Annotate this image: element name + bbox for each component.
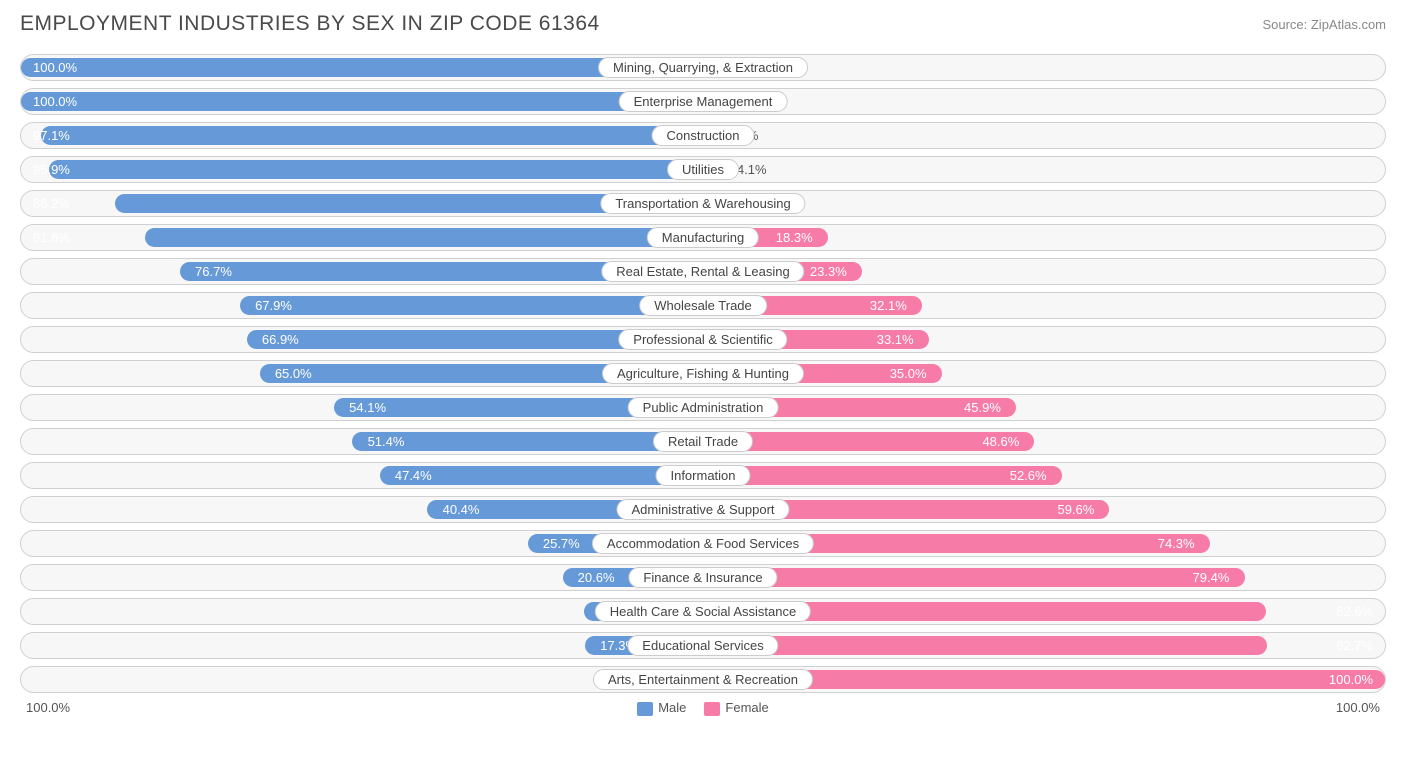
chart-row: 100.0%0.0%Enterprise Management [20, 88, 1386, 115]
category-label: Retail Trade [653, 431, 753, 452]
male-value: 100.0% [33, 89, 77, 114]
male-bar [21, 92, 703, 111]
chart-row: 40.4% 59.6% Administrative & Support [20, 496, 1386, 523]
category-label: Information [655, 465, 750, 486]
female-bar [703, 636, 1267, 655]
chart-source: Source: ZipAtlas.com [1262, 17, 1386, 32]
chart-row: 54.1% 45.9% Public Administration [20, 394, 1386, 421]
male-swatch-icon [637, 702, 653, 716]
category-label: Wholesale Trade [639, 295, 767, 316]
axis-left-label: 100.0% [26, 700, 70, 715]
axis-right-label: 100.0% [1336, 700, 1380, 715]
chart-row: 65.0% 35.0% Agriculture, Fishing & Hunting [20, 360, 1386, 387]
diverging-bar-chart: 100.0%0.0%Mining, Quarrying, & Extractio… [20, 54, 1386, 693]
chart-row: 81.8% 18.3% Manufacturing [20, 224, 1386, 251]
female-value: 59.6% [1057, 497, 1094, 522]
male-value: 25.7% [543, 531, 580, 556]
female-value: 48.6% [982, 429, 1019, 454]
male-value: 76.7% [195, 259, 232, 284]
male-value: 54.1% [349, 395, 386, 420]
category-label: Public Administration [628, 397, 779, 418]
category-label: Arts, Entertainment & Recreation [593, 669, 813, 690]
male-value: 97.1% [33, 123, 70, 148]
male-bar [240, 296, 703, 315]
male-value: 65.0% [275, 361, 312, 386]
chart-row: 25.7% 74.3% Accommodation & Food Services [20, 530, 1386, 557]
category-label: Real Estate, Rental & Leasing [601, 261, 804, 282]
male-value: 100.0% [33, 55, 77, 80]
male-value: 40.4% [443, 497, 480, 522]
category-label: Enterprise Management [619, 91, 788, 112]
legend-item-female: Female [704, 700, 768, 716]
category-label: Utilities [667, 159, 739, 180]
chart-title: EMPLOYMENT INDUSTRIES BY SEX IN ZIP CODE… [20, 12, 600, 36]
female-value: 23.3% [810, 259, 847, 284]
chart-row: 51.4% 48.6% Retail Trade [20, 428, 1386, 455]
male-bar [145, 228, 703, 247]
chart-row: 66.9% 33.1% Professional & Scientific [20, 326, 1386, 353]
category-label: Transportation & Warehousing [600, 193, 805, 214]
male-bar [49, 160, 703, 179]
female-value: 33.1% [877, 327, 914, 352]
category-label: Administrative & Support [616, 499, 789, 520]
female-value: 52.6% [1010, 463, 1047, 488]
chart-row: 17.3%82.7%Educational Services [20, 632, 1386, 659]
chart-header: EMPLOYMENT INDUSTRIES BY SEX IN ZIP CODE… [20, 12, 1386, 36]
chart-row: 100.0%0.0%Mining, Quarrying, & Extractio… [20, 54, 1386, 81]
category-label: Professional & Scientific [618, 329, 787, 350]
female-value: 32.1% [870, 293, 907, 318]
female-value: 4.1% [737, 157, 767, 182]
chart-row: 76.7% 23.3% Real Estate, Rental & Leasing [20, 258, 1386, 285]
chart-row: 20.6% 79.4% Finance & Insurance [20, 564, 1386, 591]
category-label: Health Care & Social Assistance [595, 601, 811, 622]
category-label: Mining, Quarrying, & Extraction [598, 57, 808, 78]
category-label: Finance & Insurance [628, 567, 777, 588]
male-value: 95.9% [33, 157, 70, 182]
male-bar [41, 126, 703, 145]
female-value: 35.0% [890, 361, 927, 386]
legend-male-label: Male [658, 700, 686, 715]
chart-row: 0.0%100.0%Arts, Entertainment & Recreati… [20, 666, 1386, 693]
chart-axis: 100.0% Male Female 100.0% [20, 700, 1386, 716]
chart-row: 47.4% 52.6% Information [20, 462, 1386, 489]
category-label: Manufacturing [647, 227, 759, 248]
male-value: 47.4% [395, 463, 432, 488]
legend-female-label: Female [725, 700, 768, 715]
category-label: Agriculture, Fishing & Hunting [602, 363, 804, 384]
male-bar [352, 432, 703, 451]
male-value: 20.6% [578, 565, 615, 590]
chart-row: 97.1%2.9%Construction [20, 122, 1386, 149]
male-value: 67.9% [255, 293, 292, 318]
male-value: 66.9% [262, 327, 299, 352]
female-bar [703, 568, 1245, 587]
female-bar [703, 466, 1062, 485]
male-value: 51.4% [368, 429, 405, 454]
female-value: 79.4% [1193, 565, 1230, 590]
female-value: 100.0% [1329, 667, 1373, 692]
female-value: 82.6% [1336, 599, 1373, 624]
chart-row: 17.4%82.6%Health Care & Social Assistanc… [20, 598, 1386, 625]
male-value: 81.8% [33, 225, 70, 250]
chart-row: 67.9% 32.1% Wholesale Trade [20, 292, 1386, 319]
female-value: 82.7% [1336, 633, 1373, 658]
male-value: 86.2% [33, 191, 70, 216]
chart-row: 95.9% 4.1%Utilities [20, 156, 1386, 183]
female-swatch-icon [704, 702, 720, 716]
legend-item-male: Male [637, 700, 686, 716]
category-label: Accommodation & Food Services [592, 533, 814, 554]
category-label: Educational Services [627, 635, 778, 656]
chart-legend: Male Female [637, 700, 769, 716]
category-label: Construction [652, 125, 755, 146]
female-value: 45.9% [964, 395, 1001, 420]
female-value: 74.3% [1158, 531, 1195, 556]
female-value: 18.3% [776, 225, 813, 250]
chart-row: 86.2%13.8%Transportation & Warehousing [20, 190, 1386, 217]
